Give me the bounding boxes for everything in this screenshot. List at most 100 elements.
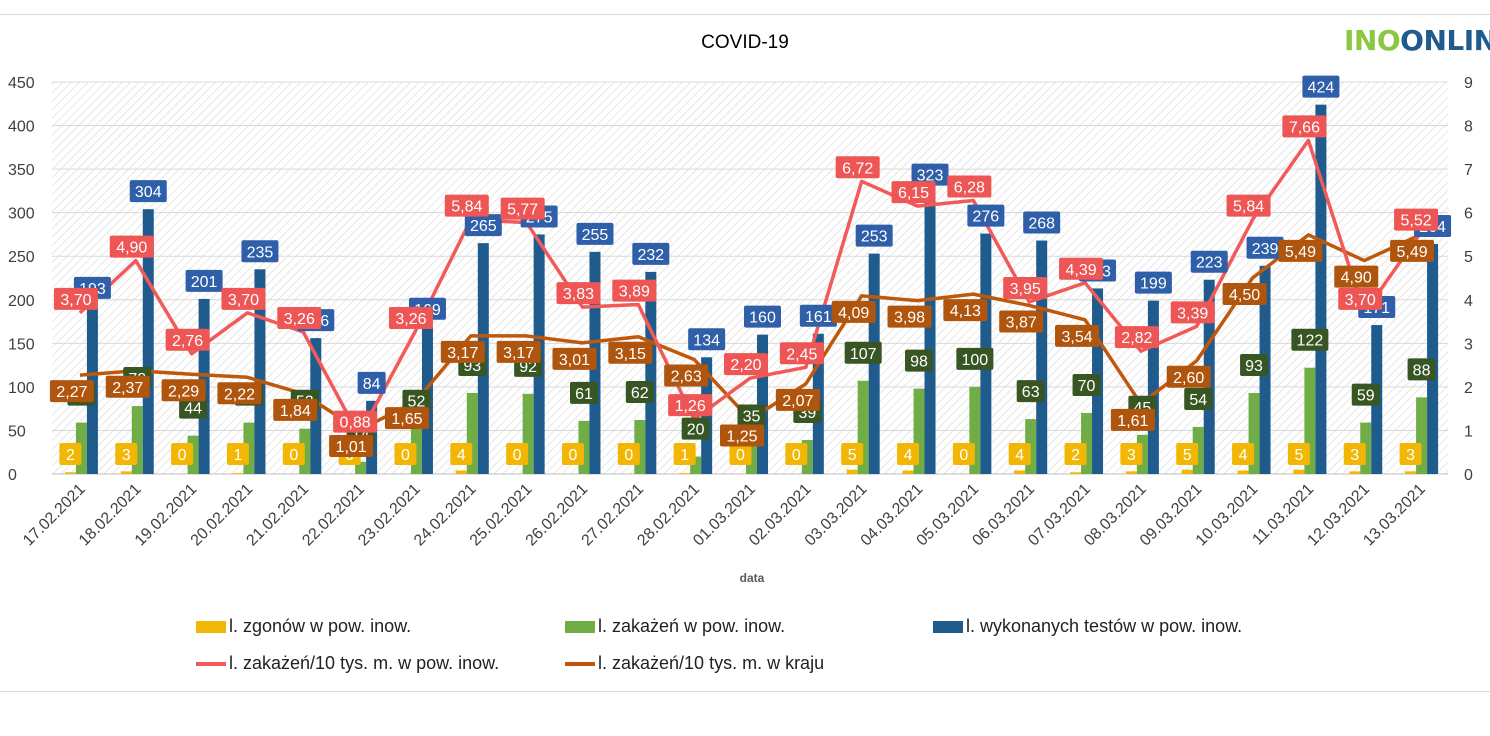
label-infections-box [737,404,766,427]
bar-tests [1147,300,1159,474]
label-tests: 161 [805,309,832,326]
y2-tick-label: 2 [1464,380,1473,397]
label-country-rate-box [608,341,653,364]
label-deaths: 4 [457,447,466,464]
label-country-rate: 3,17 [447,345,478,362]
label-country-rate: 1,61 [1117,413,1148,430]
y-tick-label: 350 [8,162,35,179]
y-tick-label: 200 [8,293,35,310]
label-tests: 255 [582,227,609,244]
bar-infections [857,380,869,474]
bar-deaths [1181,469,1193,474]
label-local-rate: 7,66 [1289,119,1320,136]
label-deaths: 4 [1239,447,1248,464]
label-tests-box [1246,236,1284,259]
label-country-rate: 4,90 [1341,270,1372,287]
label-deaths-box [394,443,417,465]
label-local-rate-box [1059,257,1104,280]
label-local-rate: 5,84 [451,199,482,216]
label-country-rate-box [1166,365,1211,388]
label-deaths-box [226,443,249,465]
label-country-rate: 2,22 [224,386,255,403]
bar-infections [969,386,981,474]
label-local-rate-box [1114,326,1159,349]
x-axis-title: data [740,571,765,585]
bar-infections [1248,392,1260,474]
label-country-rate: 1,25 [726,429,757,446]
legend-swatch-tests [933,620,963,633]
label-local-rate-box [109,235,154,258]
label-deaths: 0 [289,447,298,464]
label-tests: 424 [1308,80,1335,97]
label-local-rate-box [779,342,824,365]
bar-deaths [679,473,691,474]
label-deaths: 3 [122,447,131,464]
label-deaths: 2 [1071,447,1080,464]
legend-swatch-country-rate [565,661,595,666]
label-local-rate: 3,95 [1010,281,1041,298]
label-deaths: 0 [792,447,801,464]
label-tests-box [1134,271,1172,294]
label-country-rate-box [329,435,374,458]
label-deaths-box [1008,443,1031,465]
bar-infections [1081,413,1093,474]
label-tests: 239 [1252,241,1279,258]
label-infections: 98 [910,354,928,371]
label-country-rate: 1,01 [336,439,367,456]
label-deaths: 0 [178,447,187,464]
label-country-rate: 5,49 [1397,244,1428,261]
label-local-rate-box [1394,208,1439,231]
label-deaths-box [282,443,305,465]
label-tests-box [744,305,781,328]
label-infections: 20 [687,422,705,439]
y2-tick-label: 5 [1464,249,1473,266]
bar-deaths [120,471,132,474]
label-country-rate: 1,84 [280,403,311,420]
label-country-rate: 3,17 [503,345,534,362]
bar-tests [645,271,657,474]
bar-deaths [64,472,76,474]
logo: INOONLIN [1344,24,1490,57]
bar-infections [355,461,367,474]
label-tests-box [967,204,1005,227]
label-deaths-box [729,443,752,465]
line-local-rate [78,138,1422,438]
legend-swatch-infections [565,620,595,633]
label-country-rate: 3,15 [615,346,646,363]
label-infections: 107 [850,346,877,363]
label-local-rate-box [947,175,992,198]
label-infections: 35 [743,409,761,426]
label-local-rate: 2,45 [786,346,817,363]
label-local-rate: 0,88 [340,415,371,432]
label-deaths: 3 [1127,447,1136,464]
label-local-rate: 3,26 [395,311,426,328]
label-deaths-box [897,443,920,465]
label-infections-box [625,380,654,403]
bar-tests [254,269,266,474]
label-infections: 70 [1078,378,1096,395]
y2-tick-label: 0 [1464,467,1473,484]
legend-item-infections: l. zakażeń w pow. inow. [565,616,785,637]
label-infections: 44 [184,401,202,418]
label-deaths: 1 [233,447,242,464]
label-local-rate-box [165,328,210,351]
label-infections: 54 [1189,392,1207,409]
y2-tick-label: 4 [1464,293,1473,310]
label-country-rate: 2,29 [168,383,199,400]
label-deaths-box [617,443,640,465]
label-country-rate-box [552,347,597,370]
label-infections: 52 [408,394,426,411]
label-infections-box [1072,374,1101,397]
label-deaths-box [673,443,696,465]
label-country-rate-box [1390,239,1435,262]
label-deaths: 0 [736,447,745,464]
label-local-rate: 6,15 [898,185,929,202]
label-tests-box [464,214,502,237]
bar-tests [924,192,936,474]
label-infections-box [179,396,208,419]
label-country-rate-box [273,398,318,421]
label-country-rate-box [720,424,764,447]
label-infections: 88 [1413,362,1431,379]
label-local-rate-box [1282,115,1327,138]
